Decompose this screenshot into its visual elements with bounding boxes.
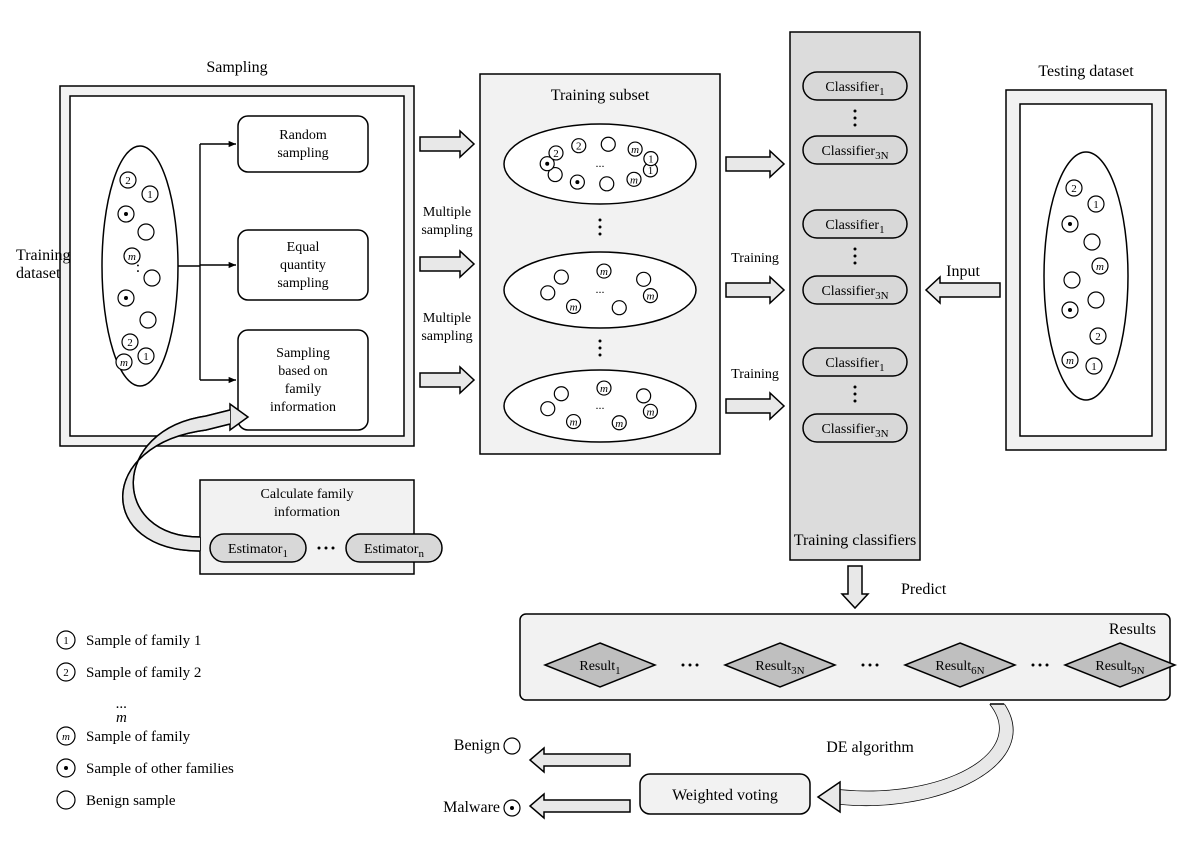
svg-text:Sample of family: Sample of family	[86, 729, 191, 745]
family-info-panel: Calculate familyinformationEstimator1Est…	[200, 480, 442, 574]
svg-text:m: m	[570, 417, 578, 429]
svg-text:quantity: quantity	[280, 258, 326, 273]
svg-text:based on: based on	[278, 364, 327, 379]
results-panel: ResultsResult1Result3NResult6NResult9N	[520, 614, 1175, 700]
svg-text:Predict: Predict	[901, 581, 947, 598]
svg-text:m: m	[646, 291, 654, 303]
svg-text:Random: Random	[279, 128, 327, 143]
svg-text:...: ...	[596, 282, 605, 296]
svg-text:sampling: sampling	[421, 329, 472, 344]
svg-text:2: 2	[1071, 183, 1077, 195]
svg-text:information: information	[274, 505, 340, 520]
svg-text:1: 1	[648, 154, 654, 166]
svg-text:m: m	[116, 710, 127, 726]
legend: 1Sample of family 12Sample of family 2..…	[57, 631, 234, 809]
svg-text:Malware: Malware	[443, 799, 500, 816]
svg-text:Sample of family 2: Sample of family 2	[86, 665, 201, 681]
svg-text:Sampling: Sampling	[206, 59, 267, 76]
svg-text:2: 2	[576, 141, 582, 153]
svg-text:Multiple: Multiple	[423, 311, 471, 326]
svg-text:1: 1	[648, 165, 654, 177]
svg-text:2: 2	[63, 667, 69, 679]
svg-text:sampling: sampling	[421, 223, 472, 238]
testing-panel: Testing dataset 2 1 m 2 m 1	[1006, 63, 1166, 450]
svg-text:Benign sample: Benign sample	[86, 793, 176, 809]
svg-text:m: m	[1066, 355, 1074, 367]
svg-text:Multiple: Multiple	[423, 205, 471, 220]
svg-text:m: m	[600, 266, 608, 278]
svg-text:m: m	[62, 731, 70, 743]
svg-text:2: 2	[1095, 331, 1101, 343]
svg-text:Sampling: Sampling	[276, 346, 330, 361]
svg-text:1: 1	[63, 635, 69, 647]
svg-text:...: ...	[596, 398, 605, 412]
svg-text:Training subset: Training subset	[551, 87, 650, 104]
svg-text:1: 1	[143, 351, 149, 363]
sampling-panel: Sampling21m2m1:TrainingdatasetRandomsamp…	[16, 59, 414, 446]
svg-text:Training: Training	[731, 251, 779, 266]
svg-text:Testing dataset: Testing dataset	[1038, 63, 1134, 80]
classifiers-panel: Training classifiersClassifier1Classifie…	[790, 32, 920, 560]
svg-text:m: m	[630, 174, 638, 186]
svg-text:dataset: dataset	[16, 265, 61, 282]
svg-text:DE algorithm: DE algorithm	[826, 739, 914, 756]
svg-text:2: 2	[553, 148, 559, 160]
svg-text:Input: Input	[946, 263, 980, 280]
svg-text:1: 1	[1091, 361, 1097, 373]
svg-text:Weighted voting: Weighted voting	[672, 787, 778, 804]
svg-text:2: 2	[127, 337, 133, 349]
svg-text:Benign: Benign	[454, 737, 500, 754]
svg-text:family: family	[285, 382, 322, 397]
svg-text:m: m	[631, 144, 639, 156]
svg-text:m: m	[1096, 261, 1104, 273]
svg-text:m: m	[600, 383, 608, 395]
svg-text:Training: Training	[731, 367, 779, 382]
svg-text:Calculate family: Calculate family	[261, 487, 354, 502]
training-subset-panel: Training subset1m22m1...mmm...mmmm...	[480, 74, 720, 454]
svg-text:Training classifiers: Training classifiers	[794, 532, 917, 549]
svg-text:sampling: sampling	[277, 276, 328, 291]
svg-text:1: 1	[1093, 199, 1099, 211]
svg-text:Training: Training	[16, 247, 71, 264]
svg-text:Equal: Equal	[287, 240, 320, 255]
svg-text:m: m	[615, 418, 623, 430]
svg-text:Sample of other families: Sample of other families	[86, 761, 234, 777]
diagram-canvas: Sampling21m2m1:TrainingdatasetRandomsamp…	[0, 0, 1194, 846]
svg-text:sampling: sampling	[277, 146, 328, 161]
svg-text:information: information	[270, 400, 336, 415]
svg-text:...: ...	[596, 156, 605, 170]
svg-text:Sample of family 1: Sample of family 1	[86, 633, 201, 649]
svg-text::: :	[136, 259, 140, 276]
svg-text:Results: Results	[1109, 621, 1156, 638]
svg-text:1: 1	[147, 189, 153, 201]
svg-text:m: m	[646, 406, 654, 418]
svg-text:m: m	[570, 301, 578, 313]
svg-text:2: 2	[125, 175, 131, 187]
svg-text:m: m	[120, 357, 128, 369]
